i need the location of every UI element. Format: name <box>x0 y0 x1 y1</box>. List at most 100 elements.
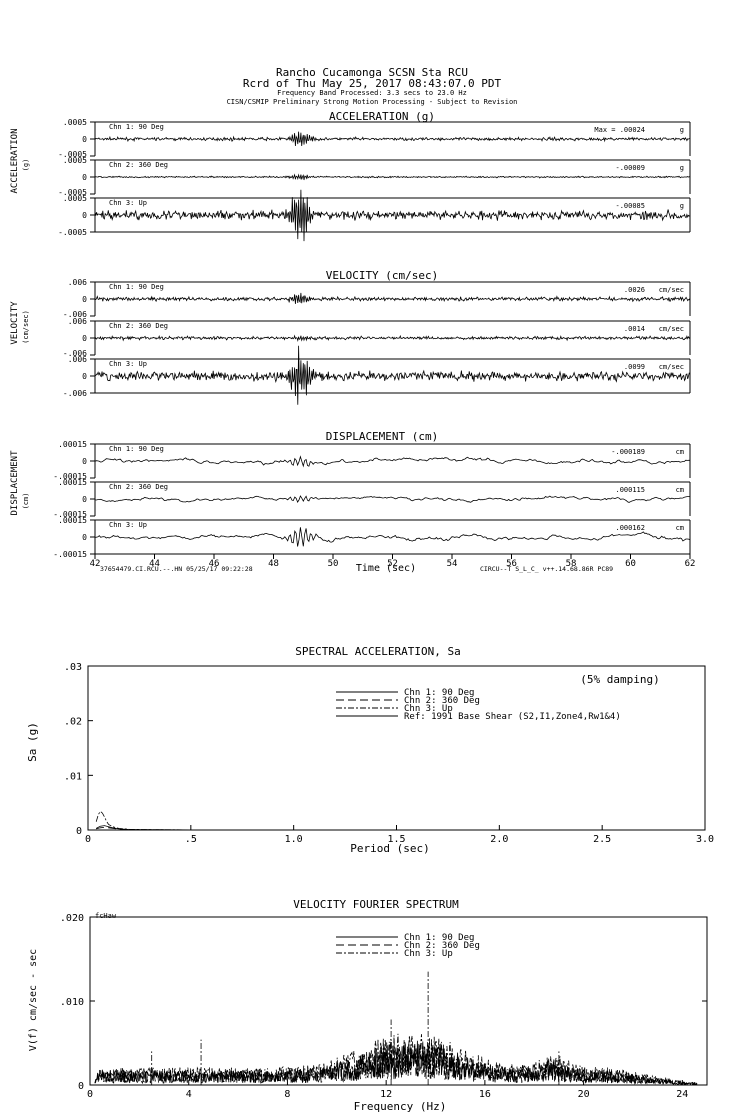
channel-peak-value: .0014 <box>624 325 645 333</box>
y-tick-label: .020 <box>60 913 84 924</box>
x-tick-label: 16 <box>479 1089 491 1100</box>
channel-label: Chn 3: Up <box>109 521 147 529</box>
displacement-ylabel: DISPLACEMENT <box>10 450 20 516</box>
channel-peak-value: -.000189 <box>611 448 645 456</box>
y-tick-label: .006 <box>68 278 87 287</box>
velocity-ylabel: VELOCITY <box>10 301 20 345</box>
waveform-trace <box>94 345 691 405</box>
channel-label: Chn 3: Up <box>109 360 147 368</box>
channel-peak-value: .0099 <box>624 363 645 371</box>
y-tick-label: .006 <box>68 317 87 326</box>
time-series-panel: .0005 0 -.0005 Chn 1: 90 Deg Max = .00024 g <box>58 118 691 159</box>
channel-label: Chn 1: 90 Deg <box>109 123 164 131</box>
fourier-series-line <box>94 1033 698 1086</box>
x-tick-label: .5 <box>185 834 197 845</box>
waveform-trace <box>95 173 690 181</box>
x-tick-label: 62 <box>685 559 696 569</box>
y-tick-label: 0 <box>82 173 87 182</box>
channel-unit: cm/sec <box>659 363 684 371</box>
waveform-trace <box>94 189 691 242</box>
channel-unit: cm <box>676 486 684 494</box>
y-tick-label: 0 <box>82 211 87 220</box>
time-series-panel: .00015 0 -.00015 Chn 2: 360 Deg .000115 cm <box>53 478 691 519</box>
x-tick-label: 46 <box>209 559 220 569</box>
sa-series-line <box>96 826 706 831</box>
channel-label: Chn 2: 360 Deg <box>109 161 168 169</box>
displacement-title: DISPLACEMENT (cm) <box>326 430 439 443</box>
x-tick-label: 4 <box>186 1089 192 1100</box>
y-tick-label: .006 <box>68 355 87 364</box>
channel-peak-value: .0026 <box>624 286 645 294</box>
sa-ylabel: Sa (g) <box>26 722 39 762</box>
waveform-trace <box>95 292 691 304</box>
time-series-panel: .00015 0 -.00015 Chn 3: Up .000162 cm <box>53 516 691 559</box>
x-tick-label: 52 <box>387 559 398 569</box>
spectral-acceleration-title: SPECTRAL ACCELERATION, Sa <box>295 645 461 658</box>
time-series-panel: .0005 0 -.0005 Chn 2: 360 Deg -.00009 g <box>58 156 691 197</box>
fourier-ylabel: V(f) cm/sec - sec <box>28 949 39 1051</box>
time-axis-ticks: 42 44 46 48 50 52 54 56 58 60 62 <box>90 554 696 569</box>
channel-unit: cm <box>676 524 684 532</box>
y-tick-label: -.00015 <box>53 550 87 559</box>
y-tick-label: .02 <box>64 717 82 728</box>
time-series-panel: .006 0 -.006 Chn 1: 90 Deg .0026 cm/sec <box>63 278 691 319</box>
sa-legend-label: Chn 2: 360 Deg <box>404 696 480 706</box>
processing-footer: CIRCU--T S_L_C_ v++.14.68.86R PC89 <box>480 565 613 573</box>
x-tick-label: 48 <box>268 559 279 569</box>
x-tick-label: 8 <box>284 1089 290 1100</box>
acceleration-ylabel: ACCELERATION <box>10 128 20 193</box>
y-tick-label: -.0005 <box>58 150 87 159</box>
x-tick-label: 2.5 <box>593 834 611 845</box>
waveform-trace <box>94 495 690 503</box>
waveform-trace <box>94 527 691 547</box>
x-tick-label: 20 <box>578 1089 590 1100</box>
y-tick-label: 0 <box>82 372 87 381</box>
channel-unit: cm <box>676 448 684 456</box>
header-disclaimer: CISN/CSMIP Preliminary Strong Motion Pro… <box>227 98 518 106</box>
x-tick-label: 42 <box>90 559 101 569</box>
channel-label: Chn 1: 90 Deg <box>109 445 164 453</box>
waveform-trace <box>94 131 691 147</box>
sa-series-line <box>96 825 706 831</box>
channel-peak-value: .000115 <box>615 486 645 494</box>
fourier-title: VELOCITY FOURIER SPECTRUM <box>293 898 459 911</box>
time-series-panel: .0005 0 -.0005 Chn 3: Up -.00085 g <box>58 189 691 242</box>
y-tick-label: 0 <box>82 334 87 343</box>
waveform-trace <box>94 455 690 468</box>
channel-label: Chn 2: 360 Deg <box>109 483 168 491</box>
fourier-plot-frame <box>89 916 708 1086</box>
channel-peak-value: -.00085 <box>615 202 645 210</box>
channel-label: Chn 3: Up <box>109 199 147 207</box>
y-tick-label: 0 <box>82 457 87 466</box>
time-series-panel: .00015 0 -.00015 Chn 1: 90 Deg -.000189 cm <box>53 440 691 481</box>
y-tick-label: 0 <box>78 1081 84 1092</box>
y-tick-label: .00015 <box>58 440 87 449</box>
y-tick-label: -.00015 <box>53 472 87 481</box>
y-tick-label: -.00015 <box>53 510 87 519</box>
y-tick-label: 0 <box>82 495 87 504</box>
x-tick-label: 54 <box>447 559 458 569</box>
y-tick-label: .01 <box>64 771 82 782</box>
fourier-corner-tag: fcHaw <box>95 912 117 920</box>
x-tick-label: 24 <box>676 1089 688 1100</box>
y-tick-label: 0 <box>82 533 87 542</box>
y-tick-label: .0005 <box>63 194 87 203</box>
time-axis-label: Time (sec) <box>356 563 416 574</box>
fourier-xlabel: Frequency (Hz) <box>354 1100 447 1113</box>
x-tick-label: 60 <box>625 559 636 569</box>
header-record: Rcrd of Thu May 25, 2017 08:43:07.0 PDT <box>243 77 502 90</box>
sa-legend-label: Ref: 1991 Base Shear (S2,I1,Zone4,Rw1&4) <box>404 712 621 722</box>
acceleration-title: ACCELERATION (g) <box>329 110 435 123</box>
fourier-legend-label: Chn 2: 360 Deg <box>404 941 480 951</box>
y-tick-label: .00015 <box>58 516 87 525</box>
sa-legend-label: Chn 1: 90 Deg <box>404 688 474 698</box>
sa-damping-annotation: (5% damping) <box>580 673 659 686</box>
channel-peak-value: Max = .00024 <box>594 126 645 134</box>
y-tick-label: .00015 <box>58 478 87 487</box>
y-tick-label: 0 <box>82 135 87 144</box>
channel-label: Chn 2: 360 Deg <box>109 322 168 330</box>
displacement-yunit: (cm) <box>22 493 30 510</box>
x-tick-label: 2.0 <box>490 834 508 845</box>
